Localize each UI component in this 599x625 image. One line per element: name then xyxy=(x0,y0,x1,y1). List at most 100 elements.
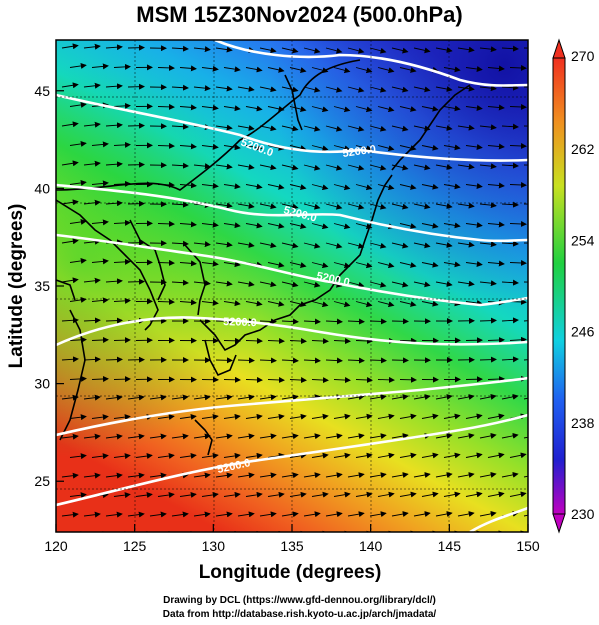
wind-arrow xyxy=(212,530,219,532)
wind-arrow xyxy=(281,394,299,401)
wind-arrow xyxy=(237,85,255,92)
wind-arrow xyxy=(201,221,219,228)
wind-arrow xyxy=(457,471,475,478)
wind-arrow xyxy=(281,164,299,171)
wind-arrow xyxy=(69,218,87,225)
wind-arrow xyxy=(325,203,343,210)
wind-arrow xyxy=(347,164,365,171)
wind-arrow xyxy=(501,240,519,247)
wind-arrow xyxy=(237,202,255,209)
contour-lines xyxy=(56,40,528,532)
wind-arrow xyxy=(245,144,263,151)
wind-arrow xyxy=(421,222,439,229)
wind-arrow xyxy=(281,47,299,54)
wind-arrow xyxy=(391,125,409,132)
wind-arrow xyxy=(421,261,439,268)
wind-arrow xyxy=(355,337,373,344)
wind-arrow xyxy=(259,511,277,518)
wind-arrow xyxy=(69,336,87,343)
wind-arrow xyxy=(135,492,153,499)
wind-arrow xyxy=(281,86,299,93)
wind-arrow xyxy=(465,452,483,459)
wind-arrow xyxy=(347,281,365,288)
wind-arrow xyxy=(157,298,175,305)
wind-arrow xyxy=(413,472,431,478)
wind-arrow xyxy=(391,433,409,440)
wind-arrow xyxy=(509,452,527,459)
wind-arrow xyxy=(391,203,409,210)
colorbar-tick-label: 238 xyxy=(571,415,595,431)
wind-arrow xyxy=(215,280,233,287)
wind-arrow xyxy=(267,452,285,459)
colorbar-ticks: 270 262 254 246 238 230 xyxy=(571,48,595,522)
wind-arrow xyxy=(532,378,548,380)
wind-arrow xyxy=(443,222,461,229)
chart-title: MSM 15Z30Nov2024 (500.0hPa) xyxy=(136,2,463,27)
wind-arrow xyxy=(454,530,461,532)
wind-arrow xyxy=(83,121,101,128)
wind-arrow xyxy=(443,144,461,151)
wind-arrow xyxy=(391,47,409,54)
wind-arrow xyxy=(61,238,79,245)
wind-arrow xyxy=(333,223,351,230)
wind-arrow xyxy=(113,492,131,499)
wind-arrow xyxy=(532,339,548,341)
wind-arrow xyxy=(487,182,505,189)
wind-arrow xyxy=(157,142,175,149)
wind-arrow xyxy=(289,67,307,73)
wind-arrow xyxy=(465,413,483,420)
wind-arrow xyxy=(237,124,255,131)
wind-arrow xyxy=(102,531,109,532)
wind-arrow xyxy=(311,184,329,191)
wind-arrow xyxy=(215,433,233,440)
wind-arrow xyxy=(179,221,197,228)
wind-arrow xyxy=(347,394,365,401)
wind-arrow xyxy=(311,338,329,345)
wind-arrow xyxy=(509,491,527,498)
wind-arrow xyxy=(245,105,263,112)
wind-arrow xyxy=(157,492,175,498)
wind-arrow xyxy=(105,472,123,479)
wind-arrow xyxy=(157,453,175,459)
wind-arrow xyxy=(523,514,528,517)
wind-arrow xyxy=(523,320,528,322)
wind-arrow xyxy=(347,357,365,364)
wind-arrow xyxy=(91,63,109,70)
wind-arrow xyxy=(215,511,233,518)
wind-arrow xyxy=(366,530,373,532)
contour-label: 5200.0 xyxy=(342,143,377,160)
wind-arrow xyxy=(465,491,483,498)
wind-arrow xyxy=(149,472,167,479)
wind-arrow xyxy=(479,317,497,324)
wind-arrow xyxy=(91,453,109,460)
wind-arrow xyxy=(105,200,123,207)
colorbar-tick-label: 254 xyxy=(571,232,595,248)
wind-arrow xyxy=(369,164,387,171)
wind-arrow xyxy=(479,510,497,517)
wind-arrow xyxy=(215,85,233,92)
wind-arrow xyxy=(311,145,329,152)
wind-arrow xyxy=(509,103,527,110)
wind-arrow xyxy=(113,219,131,226)
wind-arrow xyxy=(215,46,233,53)
wind-arrow xyxy=(237,433,255,440)
x-tick-label: 120 xyxy=(44,538,68,554)
wind-arrow xyxy=(267,183,285,190)
wind-arrow xyxy=(377,376,395,383)
wind-arrow xyxy=(113,453,131,460)
wind-arrow xyxy=(149,433,167,440)
wind-arrow xyxy=(413,242,431,249)
wind-arrow xyxy=(105,511,123,518)
contour-label: 5200.0 xyxy=(223,316,257,329)
x-axis-ticks: 120 125 130 135 140 145 150 xyxy=(44,524,540,554)
wind-arrow xyxy=(399,452,417,459)
wind-arrow xyxy=(83,356,101,363)
wind-arrow xyxy=(435,164,453,170)
wind-arrow xyxy=(190,530,197,532)
wind-arrow xyxy=(501,201,519,208)
wind-arrow xyxy=(179,104,197,111)
wind-arrow xyxy=(369,472,387,479)
x-tick-label: 140 xyxy=(359,538,383,554)
wind-arrow xyxy=(256,530,263,532)
